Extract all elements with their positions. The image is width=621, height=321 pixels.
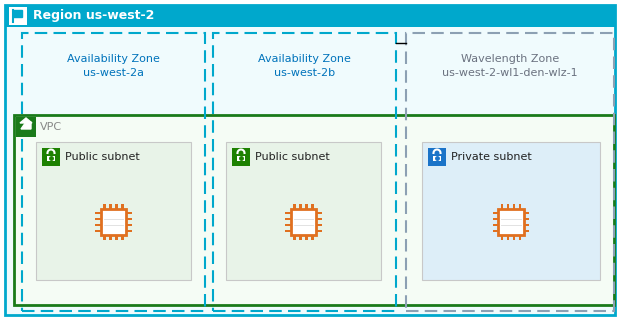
Bar <box>286 224 291 226</box>
Bar <box>306 235 308 240</box>
Bar <box>299 235 302 240</box>
Bar <box>127 230 132 232</box>
Bar <box>103 204 106 209</box>
Bar <box>116 235 118 240</box>
Text: VPC: VPC <box>40 122 62 132</box>
Bar <box>519 235 522 240</box>
FancyBboxPatch shape <box>36 142 191 280</box>
Bar <box>493 230 498 232</box>
Bar <box>312 204 314 209</box>
Bar <box>317 212 322 214</box>
Bar <box>299 204 302 209</box>
Bar <box>116 204 118 209</box>
Bar <box>317 224 322 226</box>
Bar <box>101 209 127 235</box>
Bar <box>286 230 291 232</box>
Bar <box>317 230 322 232</box>
Bar <box>493 218 498 220</box>
Bar <box>96 218 101 220</box>
Bar <box>122 204 124 209</box>
Text: Availability Zone
us-west-2b: Availability Zone us-west-2b <box>258 54 351 78</box>
Text: Availability Zone
us-west-2a: Availability Zone us-west-2a <box>67 54 160 78</box>
Bar <box>524 212 529 214</box>
FancyBboxPatch shape <box>5 5 615 315</box>
Bar <box>96 230 101 232</box>
Bar <box>103 235 106 240</box>
Bar <box>122 235 124 240</box>
Bar <box>524 218 529 220</box>
Bar <box>127 218 132 220</box>
Bar <box>498 209 524 235</box>
Bar <box>293 204 296 209</box>
Bar <box>507 235 509 240</box>
Bar <box>513 204 515 209</box>
Bar <box>507 204 509 209</box>
Bar <box>286 212 291 214</box>
Polygon shape <box>13 10 22 17</box>
Bar <box>96 212 101 214</box>
Bar <box>109 235 112 240</box>
Polygon shape <box>21 122 31 129</box>
FancyBboxPatch shape <box>16 117 36 137</box>
Bar <box>237 156 245 161</box>
FancyBboxPatch shape <box>14 115 614 305</box>
FancyBboxPatch shape <box>5 5 615 27</box>
Bar <box>127 224 132 226</box>
Text: Region us-west-2: Region us-west-2 <box>33 10 155 22</box>
Text: Public subnet: Public subnet <box>255 152 330 162</box>
FancyBboxPatch shape <box>428 148 446 166</box>
Bar <box>312 235 314 240</box>
Bar <box>501 235 503 240</box>
Bar <box>513 235 515 240</box>
Bar <box>524 230 529 232</box>
FancyBboxPatch shape <box>232 148 250 166</box>
Bar <box>109 204 112 209</box>
Bar <box>286 218 291 220</box>
Bar <box>96 224 101 226</box>
FancyBboxPatch shape <box>9 7 27 25</box>
FancyBboxPatch shape <box>422 142 600 280</box>
Bar <box>501 204 503 209</box>
FancyBboxPatch shape <box>42 148 60 166</box>
Bar <box>127 212 132 214</box>
Bar <box>317 218 322 220</box>
Bar <box>291 209 317 235</box>
Text: Private subnet: Private subnet <box>451 152 532 162</box>
Bar <box>293 235 296 240</box>
Bar <box>493 224 498 226</box>
Bar <box>433 156 441 161</box>
Bar <box>493 212 498 214</box>
Bar <box>519 204 522 209</box>
Text: Wavelength Zone
us-west-2-wl1-den-wlz-1: Wavelength Zone us-west-2-wl1-den-wlz-1 <box>442 54 578 78</box>
Bar <box>47 156 55 161</box>
Bar <box>524 224 529 226</box>
Text: Public subnet: Public subnet <box>65 152 140 162</box>
FancyBboxPatch shape <box>226 142 381 280</box>
Bar <box>306 204 308 209</box>
Polygon shape <box>20 118 32 123</box>
